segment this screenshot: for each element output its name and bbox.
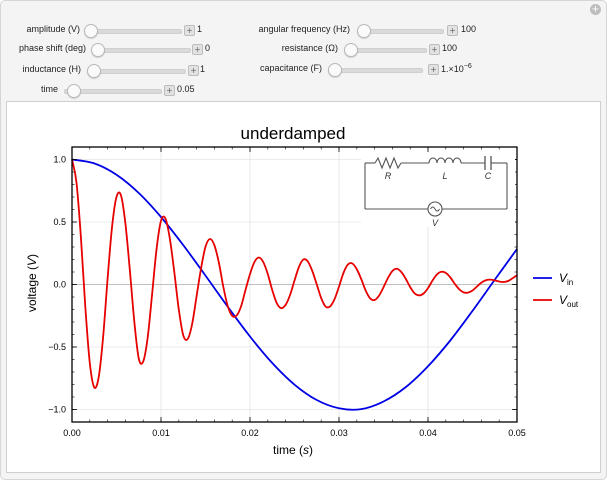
- chart-legend: Vin Vout: [533, 271, 579, 309]
- amplitude-slider-thumb[interactable]: [84, 24, 98, 38]
- legend-vin-label: Vin: [559, 271, 573, 287]
- phase-shift-slider-thumb[interactable]: [91, 43, 105, 57]
- capacitance-value: 1.×10−6: [441, 63, 472, 74]
- x-axis-unit: s: [303, 443, 309, 457]
- inductance-slider-track[interactable]: [87, 69, 186, 74]
- amplitude-label: amplitude (V): [26, 24, 80, 34]
- phase-shift-label: phase shift (deg): [18, 43, 86, 53]
- angular-frequency-slider-thumb[interactable]: [357, 24, 371, 38]
- x-tick-labels: 0.00 0.01 0.02 0.03 0.04 0.05: [63, 428, 526, 438]
- legend-vout-label: Vout: [559, 293, 579, 309]
- inductance-control: inductance (H) + 1: [0, 62, 220, 78]
- series-vin-line: [71, 158, 518, 411]
- voltage-chart: underdamped 0.00 0.01 0.02 0.03 0.04 0.05 1.0…: [25, 124, 579, 457]
- time-expand-button[interactable]: +: [164, 85, 175, 96]
- time-value: 0.05: [177, 84, 195, 94]
- circuit-label-l: L: [442, 171, 447, 181]
- y-axis-label-close: ): [25, 254, 39, 258]
- y-axis-label-open: (: [25, 266, 39, 273]
- resistance-slider-thumb[interactable]: [344, 43, 358, 57]
- phase-shift-control: phase shift (deg) + 0: [0, 41, 220, 57]
- y-tick-label: 0.0: [53, 280, 66, 290]
- circuit-label-r: R: [385, 171, 392, 181]
- inductance-label: inductance (H): [22, 64, 81, 74]
- phase-shift-slider-track[interactable]: [92, 48, 191, 53]
- capacitance-slider-thumb[interactable]: [328, 63, 342, 77]
- y-tick-labels: 1.0 0.5 0.0 −0.5 −1.0: [48, 155, 66, 415]
- series-vout-line: [71, 159, 518, 389]
- x-tick-label: 0.05: [508, 428, 526, 438]
- capacitance-control: capacitance (F) + 1.×10−6: [220, 61, 490, 77]
- x-tick-label: 0.02: [241, 428, 259, 438]
- x-tick-label: 0.01: [152, 428, 170, 438]
- y-axis-unit: V: [25, 257, 39, 266]
- capacitance-slider-track[interactable]: [328, 68, 423, 73]
- x-tick-label: 0.03: [330, 428, 348, 438]
- capacitance-mantissa: 1.×10: [441, 64, 464, 74]
- resistor-symbol: [374, 156, 402, 170]
- y-tick-label: −0.5: [48, 342, 66, 352]
- legend-vout-name: V: [559, 293, 568, 307]
- y-axis-label-text: voltage: [25, 273, 39, 312]
- series-layer: [71, 158, 518, 411]
- options-plus-icon[interactable]: +: [590, 4, 601, 15]
- y-tick-label: 1.0: [53, 155, 66, 165]
- resistance-control: resistance (Ω) + 100: [220, 41, 490, 57]
- chart-title: underdamped: [241, 124, 346, 143]
- time-label: time: [40, 84, 58, 94]
- y-axis-label: voltage (V): [25, 254, 39, 312]
- angular-frequency-expand-button[interactable]: +: [447, 25, 458, 36]
- resistance-expand-button[interactable]: +: [429, 44, 440, 55]
- capacitance-expand-button[interactable]: +: [428, 64, 439, 75]
- amplitude-expand-button[interactable]: +: [184, 25, 195, 36]
- resistance-value: 100: [442, 43, 458, 53]
- phase-shift-expand-button[interactable]: +: [192, 44, 203, 55]
- x-axis-label-open: (: [296, 443, 303, 457]
- time-control: time + 0.05: [0, 82, 220, 98]
- circuit-label-c: C: [485, 171, 492, 181]
- ac-source-wave: [430, 206, 440, 212]
- amplitude-value: 1: [197, 24, 203, 34]
- capacitance-exponent: −6: [463, 63, 472, 70]
- circuit-diagram: R L C V: [361, 152, 515, 228]
- resistance-label: resistance (Ω): [281, 43, 338, 53]
- circuit-label-v: V: [432, 218, 439, 228]
- legend-vin-sub: in: [567, 278, 573, 287]
- amplitude-slider-track[interactable]: [85, 29, 182, 34]
- phase-shift-value: 0: [205, 43, 211, 53]
- amplitude-control: amplitude (V) + 1: [0, 22, 220, 38]
- angular-frequency-label: angular frequency (Hz): [258, 24, 350, 34]
- legend-vin-name: V: [559, 271, 568, 285]
- legend-vout-sub: out: [567, 300, 579, 309]
- inductor-symbol: [428, 157, 462, 164]
- x-tick-label: 0.00: [63, 428, 81, 438]
- y-tick-label: 0.5: [53, 217, 66, 227]
- time-slider-thumb[interactable]: [67, 84, 81, 98]
- capacitance-label: capacitance (F): [259, 63, 322, 73]
- inductance-expand-button[interactable]: +: [188, 65, 199, 76]
- y-tick-label: −1.0: [48, 405, 66, 415]
- angular-frequency-value: 100: [461, 24, 477, 34]
- angular-frequency-control: angular frequency (Hz) + 100: [220, 22, 490, 38]
- plot-panel: underdamped 0.00 0.01 0.02 0.03 0.04 0.05 1.0…: [6, 101, 601, 473]
- time-slider-track[interactable]: [64, 89, 162, 94]
- inductance-slider-thumb[interactable]: [87, 64, 101, 78]
- axis-ticks: [71, 146, 518, 423]
- circuit-wires: [364, 162, 508, 210]
- x-axis-label-close: ): [309, 443, 313, 457]
- x-axis-label-text: time: [273, 443, 296, 457]
- inductance-value: 1: [200, 64, 206, 74]
- x-axis-label: time (s): [273, 443, 313, 457]
- x-tick-label: 0.04: [419, 428, 437, 438]
